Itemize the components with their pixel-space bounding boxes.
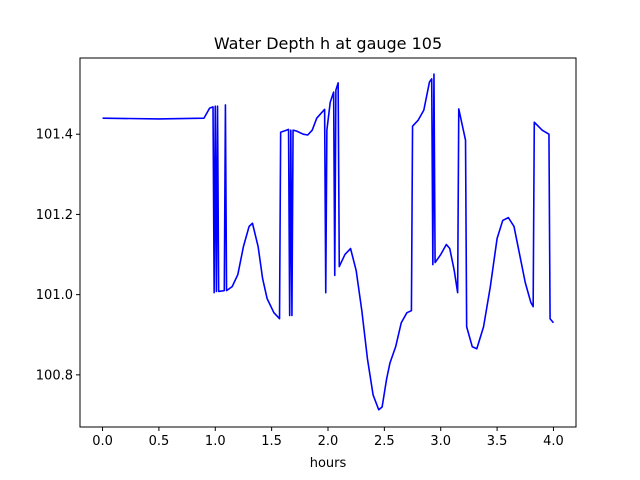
x-tick-label: 4.0: [543, 434, 564, 449]
x-tick-label: 0.0: [92, 434, 113, 449]
plot-frame: [79, 57, 577, 428]
x-tick-label: 3.5: [487, 434, 508, 449]
chart-title: Water Depth h at gauge 105: [214, 34, 442, 53]
x-axis-label: hours: [310, 456, 347, 471]
x-tick-label: 3.0: [430, 434, 451, 449]
y-tick-label: 100.8: [36, 368, 73, 383]
y-tick-label: 101.0: [36, 288, 73, 303]
series-line: [102, 73, 555, 411]
x-axis-ticks: 0.0 0.5 1.0 1.5 2.0 2.5 3.0 3.5 4.0: [92, 427, 564, 449]
series-layer: [102, 73, 555, 411]
y-axis-ticks: 100.8 101.0 101.2 101.4: [36, 128, 80, 383]
x-tick-label: 0.5: [149, 434, 170, 449]
y-tick-label: 101.4: [36, 128, 73, 143]
x-tick-label: 2.5: [374, 434, 395, 449]
x-tick-label: 2.0: [318, 434, 339, 449]
x-tick-label: 1.5: [261, 434, 282, 449]
x-tick-label: 1.0: [205, 434, 226, 449]
y-tick-label: 101.2: [36, 208, 73, 223]
